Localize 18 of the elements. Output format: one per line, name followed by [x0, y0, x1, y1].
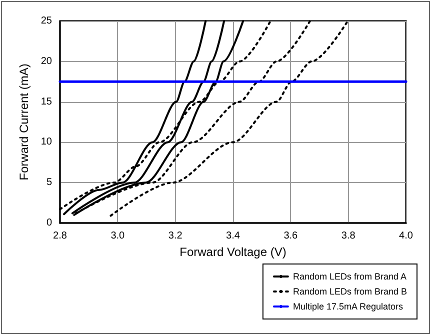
- y-tick-label: 10: [40, 136, 52, 148]
- legend-label: Multiple 17.5mA Regulators: [292, 302, 404, 312]
- y-tick-label: 15: [40, 96, 52, 108]
- x-tick-label: 4.0: [399, 230, 414, 242]
- x-tick-label: 3.4: [226, 230, 240, 242]
- x-tick-label: 3.6: [284, 230, 298, 242]
- y-tick-label: 0: [46, 218, 52, 228]
- x-tick-label: 3.2: [168, 230, 183, 242]
- legend-label: Random LEDs from Brand A: [292, 272, 407, 282]
- legend-label: Random LEDs from Brand B: [292, 286, 407, 296]
- y-tick-label: 20: [40, 56, 52, 67]
- y-tick-label: 25: [40, 16, 52, 26]
- x-axis-title: Forward Voltage (V): [180, 244, 286, 259]
- y-axis-title: Forward Current (mA): [16, 64, 31, 180]
- x-tick-label: 3.0: [110, 230, 126, 242]
- x-tick-label: 3.8: [341, 230, 356, 242]
- y-tick-label: 5: [46, 177, 52, 188]
- x-tick-label: 2.8: [53, 230, 68, 242]
